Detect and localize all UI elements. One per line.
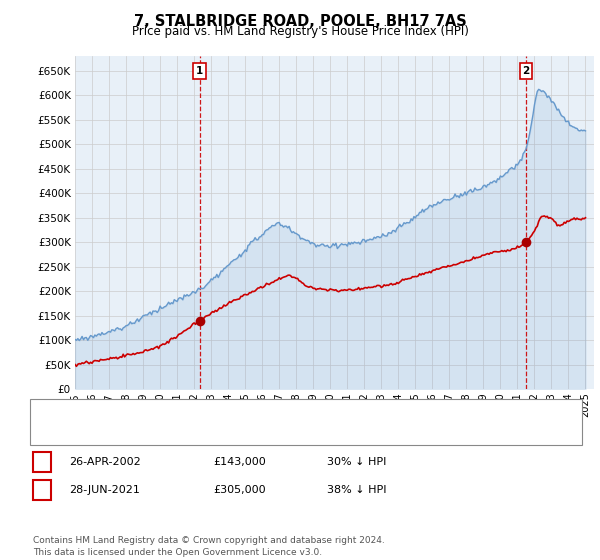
Text: 2: 2 — [522, 66, 529, 76]
Text: 28-JUN-2021: 28-JUN-2021 — [69, 485, 140, 495]
Text: 1: 1 — [38, 457, 46, 467]
Text: 38% ↓ HPI: 38% ↓ HPI — [327, 485, 386, 495]
Text: 26-APR-2002: 26-APR-2002 — [69, 457, 141, 467]
Text: £305,000: £305,000 — [213, 485, 266, 495]
Text: Contains HM Land Registry data © Crown copyright and database right 2024.
This d: Contains HM Land Registry data © Crown c… — [33, 536, 385, 557]
Text: 7, STALBRIDGE ROAD, POOLE, BH17 7AS: 7, STALBRIDGE ROAD, POOLE, BH17 7AS — [134, 14, 466, 29]
Text: 1: 1 — [196, 66, 203, 76]
Text: 2: 2 — [38, 485, 46, 495]
Text: 30% ↓ HPI: 30% ↓ HPI — [327, 457, 386, 467]
Text: Price paid vs. HM Land Registry's House Price Index (HPI): Price paid vs. HM Land Registry's House … — [131, 25, 469, 38]
Text: £143,000: £143,000 — [213, 457, 266, 467]
Text: HPI: Average price, detached house, Bournemouth Christchurch and Poole: HPI: Average price, detached house, Bour… — [81, 427, 469, 437]
Text: 7, STALBRIDGE ROAD, POOLE, BH17 7AS (detached house): 7, STALBRIDGE ROAD, POOLE, BH17 7AS (det… — [81, 407, 388, 417]
